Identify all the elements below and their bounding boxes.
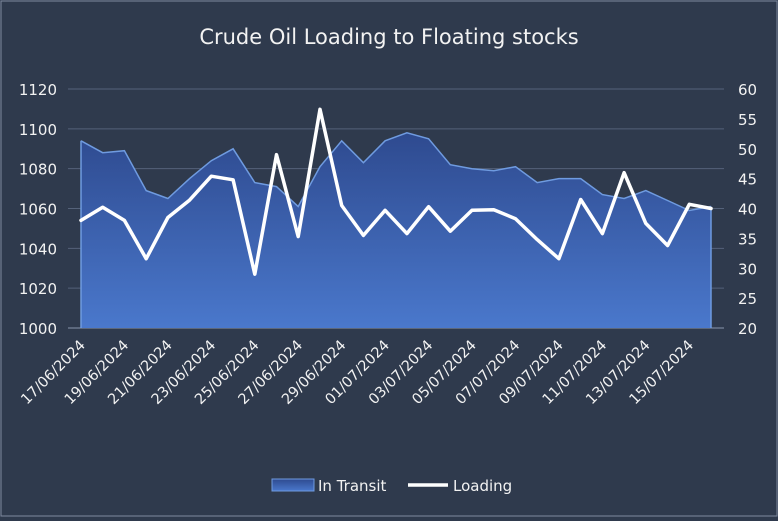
legend: In Transit Loading <box>271 477 512 495</box>
left-y-axis: 1000 1020 1040 1060 1080 1100 1120 <box>19 81 57 338</box>
left-axis-tick-label: 1100 <box>19 121 57 139</box>
right-axis-tick-label: 50 <box>738 141 757 159</box>
right-axis-tick-label: 35 <box>738 230 757 248</box>
in-transit-area-fill <box>81 132 711 328</box>
right-axis-tick-label: 55 <box>738 111 757 129</box>
legend-label-in-transit: In Transit <box>318 477 387 495</box>
legend-label-loading: Loading <box>453 477 512 495</box>
left-axis-tick-label: 1120 <box>19 81 57 99</box>
left-axis-tick-label: 1040 <box>19 240 57 258</box>
right-axis-tick-label: 25 <box>738 290 757 308</box>
right-y-axis: 20 25 30 35 40 45 50 55 60 <box>738 81 757 338</box>
chart-title: Crude Oil Loading to Floating stocks <box>199 25 578 49</box>
loading-line-series <box>79 107 713 276</box>
right-axis-tick-label: 40 <box>738 201 757 219</box>
left-axis-tick-label: 1080 <box>19 161 57 179</box>
right-axis-tick-label: 30 <box>738 260 757 278</box>
left-axis-tick-label: 1060 <box>19 201 57 219</box>
left-axis-tick-label: 1000 <box>19 320 57 338</box>
loading-line <box>79 107 713 276</box>
legend-swatch-in-transit <box>271 478 315 492</box>
in-transit-area-outline <box>80 132 712 212</box>
left-axis-tick-label: 1020 <box>19 280 57 298</box>
right-axis-tick-label: 45 <box>738 171 757 189</box>
right-axis-tick-label: 60 <box>738 81 757 99</box>
right-axis-tick-label: 20 <box>738 320 757 338</box>
x-axis: 17/06/202419/06/202421/06/202423/06/2024… <box>18 338 697 408</box>
in-transit-area-series <box>80 132 712 328</box>
